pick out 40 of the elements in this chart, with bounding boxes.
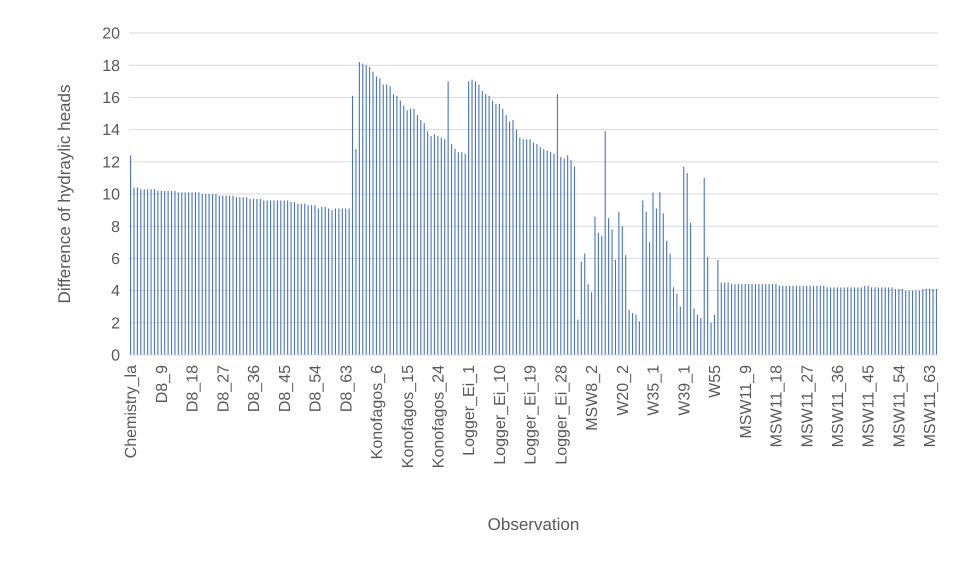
x-tick-label: Konofagos_15 [400, 364, 417, 468]
x-tick-label: Logger_Ei_19 [522, 364, 540, 465]
x-tick-label: D8_27 [215, 364, 232, 412]
y-tick-label: 8 [111, 218, 120, 236]
x-tick-label: MSW11_54 [891, 364, 908, 448]
y-tick-label: 12 [102, 154, 120, 172]
x-tick-label: MSW11_27 [799, 364, 816, 448]
y-axis-title: Difference of hydraylic heads [55, 84, 74, 304]
x-tick-label: W20_2 [614, 364, 632, 416]
x-tick-label: Chemistry_la [123, 364, 140, 458]
x-axis-title: Observation [488, 515, 580, 534]
x-tick-label: D8_36 [246, 364, 264, 412]
y-tick-label: 4 [111, 283, 120, 300]
x-tick-label: D8_45 [276, 364, 294, 412]
y-tick-label: 14 [102, 122, 120, 140]
x-tick-label: W55 [707, 364, 724, 398]
x-tick-label: MSW11_63 [922, 364, 940, 448]
x-tick-label: D8_18 [184, 364, 202, 412]
x-tick-label: MSW11_18 [768, 364, 786, 448]
x-tick-label: D8_63 [338, 364, 356, 412]
y-tick-label: 16 [102, 90, 120, 107]
y-tick-label: 10 [102, 186, 120, 204]
x-tick-label: W39_1 [676, 364, 694, 416]
x-tick-label: MSW11_45 [860, 364, 878, 448]
y-tick-label: 2 [111, 315, 120, 332]
x-tick-label: Konofagos_24 [430, 364, 448, 468]
x-tick-label: Konofagos_6 [369, 364, 386, 460]
x-tick-label: Logger_Ei_10 [492, 364, 509, 465]
x-tick-label: W35_1 [646, 364, 663, 416]
y-tick-label: 0 [111, 348, 120, 365]
x-tick-label: MSW8_2 [584, 364, 602, 431]
x-tick-label: MSW11_9 [738, 364, 755, 439]
x-tick-label: MSW11_36 [830, 364, 848, 448]
x-tick-label: Logger_Ei_1 [461, 364, 478, 456]
y-tick-label: 18 [102, 58, 120, 75]
x-tick-label: Logger_Ei_28 [553, 364, 570, 465]
x-tick-label: D8_9 [154, 364, 171, 404]
y-tick-label: 6 [111, 251, 120, 268]
y-tick-label: 20 [102, 26, 120, 43]
x-tick-label: D8_54 [308, 364, 325, 412]
